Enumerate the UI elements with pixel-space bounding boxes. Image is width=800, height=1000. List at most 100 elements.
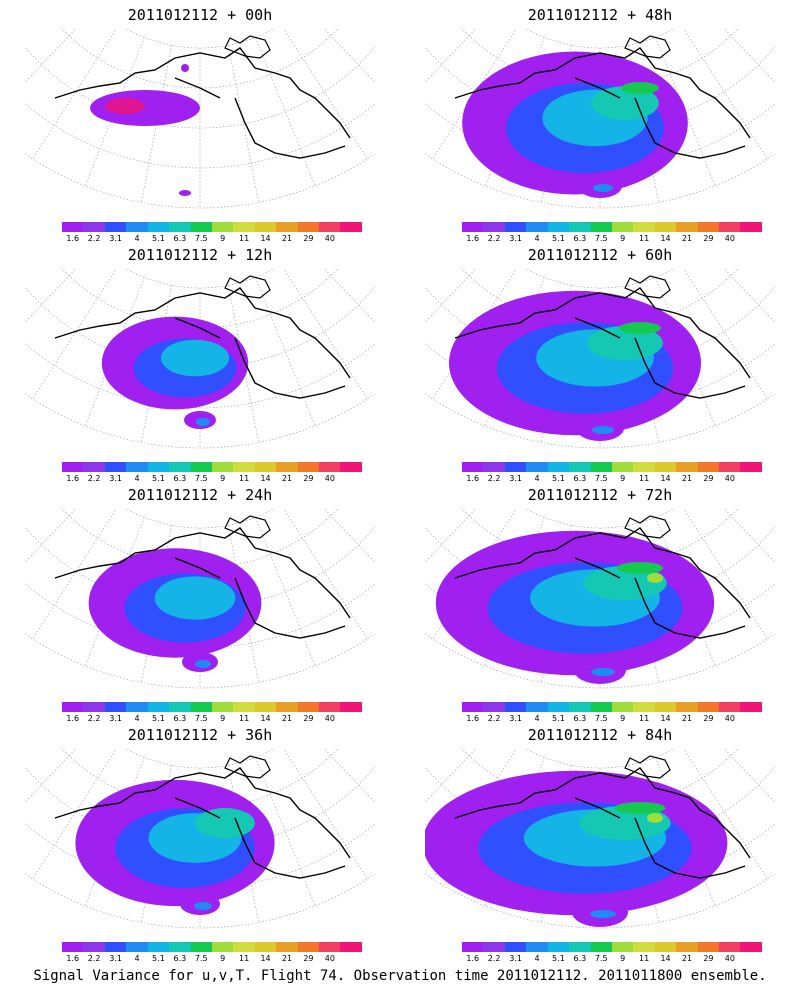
forecast-panel: 2011012112 + 72h 1.6 2.2 3.1 4 5.1 6.3 7.5 9 11 14… (400, 480, 800, 725)
colorbar-label: 29 (703, 714, 714, 723)
colorbar-swatch (276, 462, 298, 472)
variance-area (195, 660, 211, 668)
colorbar-label: 3.1 (109, 714, 122, 723)
colorbar-labels: 1.6 2.2 3.1 4 5.1 6.3 7.5 9 11 14 21 29 40 (55, 714, 375, 724)
colorbar-swatch (611, 222, 634, 232)
meridian-line (25, 268, 77, 323)
meridian-line (25, 748, 78, 798)
colorbar-swatch (104, 222, 127, 232)
colorbar-label: 7.5 (594, 234, 608, 243)
meridian-line (282, 748, 368, 880)
variance-area (647, 813, 663, 823)
arctic-islands (624, 35, 671, 59)
colorbar-label: 6.3 (573, 474, 587, 483)
meridian-line (322, 268, 375, 318)
latitude-line (25, 46, 375, 129)
coastline (54, 287, 351, 399)
colorbar-swatch (740, 702, 762, 712)
colorbar-label: 1.6 (466, 234, 480, 243)
colorbar-swatch (483, 462, 505, 472)
polar-map (425, 28, 775, 209)
colorbar-swatch (633, 222, 655, 232)
colorbar-label: 21 (281, 234, 293, 243)
colorbar-label: 2.2 (487, 954, 501, 963)
colorbar-swatch (526, 942, 548, 952)
colorbar-swatch (169, 942, 191, 952)
colorbar-label: 5.1 (552, 954, 565, 963)
colorbar-label: 1.6 (466, 954, 480, 963)
meridian-line (25, 508, 78, 558)
colorbar-label: 11 (239, 234, 250, 243)
colorbar-label: 11 (639, 714, 650, 723)
colorbar-swatch (590, 702, 612, 712)
colorbar-label: 1.6 (66, 714, 80, 723)
colorbar-label: 29 (703, 234, 714, 243)
colorbar-label: 1.6 (466, 714, 480, 723)
meridian-line (255, 277, 316, 426)
colorbar-label: 29 (703, 954, 714, 963)
colorbar-swatch (719, 702, 741, 712)
meridian-line (682, 28, 768, 160)
colorbar-swatch (676, 942, 698, 952)
colorbar-label: 9 (620, 234, 626, 243)
latitude-line (425, 633, 775, 689)
meridian-line (655, 37, 716, 186)
colorbar-label: 4 (534, 714, 540, 723)
meridian-line (323, 748, 375, 803)
colorbar-swatch (462, 222, 484, 232)
colorbar-swatch (126, 942, 148, 952)
meridian-line (322, 508, 375, 558)
colorbar-labels: 1.6 2.2 3.1 4 5.1 6.3 7.5 9 11 14 21 29 40 (455, 714, 775, 724)
colorbar-label: 40 (724, 234, 735, 243)
colorbar (462, 702, 762, 712)
meridian-line (722, 508, 775, 558)
meridian-line (628, 45, 659, 203)
colorbar-swatch (147, 702, 170, 712)
variance-area (621, 82, 659, 94)
colorbar-swatch (633, 462, 655, 472)
variance-maximum (105, 98, 145, 114)
variance-area (179, 190, 191, 196)
colorbar-label: 4 (534, 234, 540, 243)
colorbar-label: 3.1 (509, 954, 522, 963)
arctic-islands (624, 755, 671, 779)
arctic-islands (224, 275, 271, 299)
variance-field (90, 64, 200, 196)
colorbar-swatch (526, 222, 548, 232)
colorbar-label: 7.5 (194, 234, 208, 243)
variance-field (435, 530, 715, 684)
panel-title: 2011012112 + 12h (127, 246, 273, 264)
colorbar-label: 6.3 (173, 234, 187, 243)
colorbar-swatch (611, 462, 634, 472)
meridian-line (141, 45, 172, 203)
colorbar-swatch (254, 702, 277, 712)
meridian-line (432, 28, 518, 160)
colorbar-swatch (62, 222, 84, 232)
variance-field (101, 316, 249, 429)
polar-map (425, 268, 775, 449)
variance-area (593, 184, 613, 192)
variance-area (587, 325, 663, 361)
variance-area (616, 562, 664, 574)
colorbar-swatch (83, 222, 105, 232)
colorbar-swatch (547, 942, 570, 952)
colorbar-swatch (569, 462, 591, 472)
colorbar-label: 6.3 (173, 954, 187, 963)
colorbar-swatch (740, 942, 762, 952)
colorbar-swatch (504, 222, 527, 232)
colorbar-swatch (569, 222, 591, 232)
colorbar-swatch (62, 942, 84, 952)
colorbar-label: 6.3 (573, 954, 587, 963)
meridian-line (32, 268, 118, 400)
colorbar-label: 9 (220, 954, 226, 963)
colorbar-labels: 1.6 2.2 3.1 4 5.1 6.3 7.5 9 11 14 21 29 40 (455, 954, 775, 964)
colorbar-swatch (211, 462, 234, 472)
colorbar-swatch (297, 702, 320, 712)
coastline (454, 47, 751, 159)
colorbar-label: 21 (681, 474, 693, 483)
colorbar-label: 29 (303, 954, 314, 963)
colorbar (462, 222, 762, 232)
meridian-line (255, 37, 316, 186)
colorbar-swatch (340, 702, 362, 712)
variance-area (579, 805, 671, 841)
